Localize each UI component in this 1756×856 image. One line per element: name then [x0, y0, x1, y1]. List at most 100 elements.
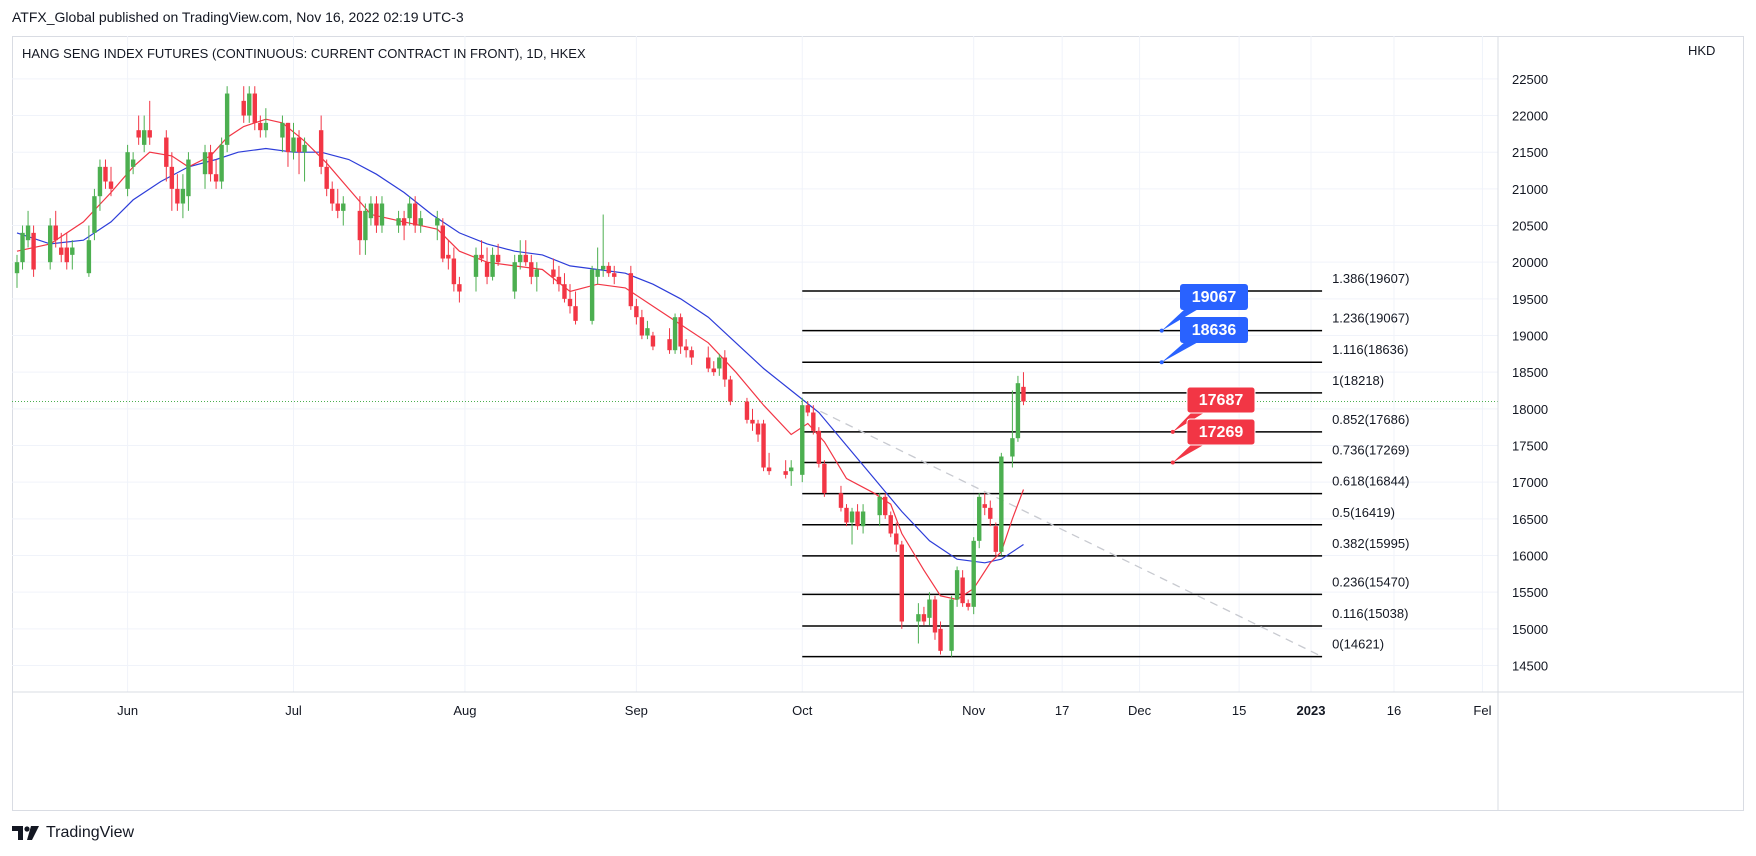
candle[interactable]: [573, 291, 578, 325]
candle[interactable]: [789, 460, 794, 486]
candle[interactable]: [318, 115, 324, 175]
candle[interactable]: [993, 522, 999, 556]
candle[interactable]: [523, 240, 528, 266]
candle[interactable]: [706, 346, 711, 373]
candle[interactable]: [744, 397, 750, 424]
candle[interactable]: [164, 130, 169, 182]
candle[interactable]: [291, 122, 296, 160]
price-callout[interactable]: 18636: [1159, 317, 1248, 365]
candle[interactable]: [31, 225, 36, 277]
candle[interactable]: [280, 115, 285, 153]
candle[interactable]: [816, 427, 822, 468]
descending-trendline[interactable]: [807, 404, 1323, 658]
candle[interactable]: [988, 500, 993, 527]
candle[interactable]: [551, 258, 556, 285]
candle[interactable]: [965, 599, 971, 611]
candle[interactable]: [689, 346, 694, 365]
candle[interactable]: [728, 375, 733, 406]
candle[interactable]: [70, 240, 75, 270]
candle[interactable]: [103, 159, 108, 189]
candle[interactable]: [180, 174, 186, 219]
candle[interactable]: [982, 493, 987, 516]
candle[interactable]: [755, 419, 761, 442]
candle[interactable]: [258, 115, 263, 138]
candle[interactable]: [612, 265, 617, 285]
candle[interactable]: [860, 504, 866, 534]
candle[interactable]: [977, 493, 982, 549]
candle[interactable]: [600, 214, 606, 277]
candle[interactable]: [186, 152, 191, 211]
chart-frame[interactable]: [12, 36, 1744, 811]
candle[interactable]: [800, 397, 805, 483]
candle[interactable]: [396, 210, 401, 233]
candle[interactable]: [130, 152, 136, 175]
candle[interactable]: [479, 240, 484, 263]
candle[interactable]: [92, 188, 97, 241]
candle[interactable]: [761, 419, 766, 472]
candle[interactable]: [805, 401, 810, 417]
candle[interactable]: [379, 196, 385, 233]
candle[interactable]: [822, 460, 827, 497]
candle[interactable]: [335, 188, 340, 219]
candle[interactable]: [534, 262, 540, 292]
candle[interactable]: [849, 507, 855, 545]
price-callout[interactable]: 17687: [1170, 386, 1256, 434]
candle[interactable]: [717, 353, 722, 376]
candle[interactable]: [47, 218, 53, 270]
candle[interactable]: [899, 540, 904, 629]
candle[interactable]: [932, 595, 938, 640]
price-callout[interactable]: 17269: [1170, 418, 1256, 465]
candle[interactable]: [490, 247, 495, 281]
candle[interactable]: [883, 493, 888, 519]
candle[interactable]: [672, 313, 678, 354]
candle[interactable]: [1010, 390, 1015, 468]
candle[interactable]: [711, 361, 716, 376]
candle[interactable]: [136, 115, 141, 145]
candle[interactable]: [894, 522, 899, 552]
candle[interactable]: [202, 144, 208, 189]
candle[interactable]: [529, 254, 534, 285]
candle[interactable]: [401, 210, 407, 241]
candle[interactable]: [971, 537, 976, 615]
candle[interactable]: [285, 122, 291, 167]
candle[interactable]: [938, 621, 943, 655]
candle[interactable]: [484, 247, 490, 285]
candle[interactable]: [147, 100, 152, 145]
candle[interactable]: [1015, 375, 1021, 442]
candle[interactable]: [435, 210, 440, 241]
candle[interactable]: [14, 254, 20, 288]
candle[interactable]: [169, 152, 175, 211]
candle[interactable]: [374, 196, 379, 233]
candle[interactable]: [628, 265, 634, 310]
candle[interactable]: [556, 265, 562, 292]
candle[interactable]: [1021, 372, 1026, 406]
candle[interactable]: [667, 328, 672, 354]
candle[interactable]: [811, 405, 816, 435]
candle[interactable]: [324, 159, 329, 197]
candle[interactable]: [440, 218, 446, 263]
candle[interactable]: [960, 570, 965, 607]
candle[interactable]: [125, 144, 130, 197]
candle[interactable]: [567, 284, 573, 314]
candle[interactable]: [838, 485, 844, 512]
candle[interactable]: [213, 159, 219, 189]
candle[interactable]: [606, 262, 611, 277]
candle[interactable]: [678, 313, 683, 354]
candle[interactable]: [495, 243, 501, 266]
candle[interactable]: [473, 247, 479, 292]
candle[interactable]: [59, 232, 64, 263]
candle[interactable]: [296, 130, 302, 175]
candle[interactable]: [916, 603, 921, 644]
candle[interactable]: [363, 203, 368, 255]
candle[interactable]: [722, 350, 728, 387]
candle[interactable]: [518, 240, 523, 270]
candle[interactable]: [783, 460, 788, 479]
candle[interactable]: [446, 240, 451, 270]
candle[interactable]: [407, 196, 412, 226]
candle[interactable]: [108, 166, 114, 197]
candle[interactable]: [844, 504, 849, 527]
candle[interactable]: [457, 276, 462, 303]
candle[interactable]: [954, 566, 960, 607]
candle[interactable]: [877, 493, 882, 527]
